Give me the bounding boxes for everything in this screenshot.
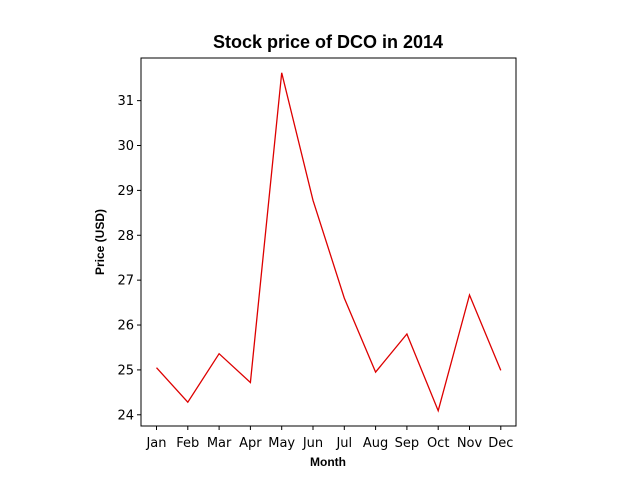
x-tick-label: Mar bbox=[207, 436, 232, 451]
x-tick-label: Jun bbox=[302, 436, 323, 451]
x-tick-label: Oct bbox=[427, 436, 449, 451]
series-line bbox=[156, 72, 502, 413]
x-axis-label: Month bbox=[310, 455, 346, 469]
y-axis-label: Price (USD) bbox=[93, 209, 107, 275]
x-tick-label: Jan bbox=[145, 436, 166, 451]
series-group bbox=[156, 72, 502, 413]
x-tick-label: Feb bbox=[176, 436, 199, 451]
y-tick-label: 25 bbox=[117, 363, 134, 378]
y-tick-label: 26 bbox=[117, 319, 134, 334]
y-tick-label: 31 bbox=[117, 94, 134, 109]
chart-title: Stock price of DCO in 2014 bbox=[213, 32, 443, 52]
x-tick-label: Nov bbox=[457, 436, 483, 451]
y-tick-label: 24 bbox=[117, 408, 134, 423]
y-tick-label: 28 bbox=[117, 229, 134, 244]
x-tick-label: Aug bbox=[363, 436, 388, 451]
x-tick-label: Apr bbox=[239, 436, 262, 451]
y-axis: 24 25 26 27 28 29 30 31 bbox=[117, 94, 141, 423]
x-tick-label: Dec bbox=[488, 436, 513, 451]
x-axis: Jan Feb Mar Apr May Jun Jul Aug Sep Oct Nov Dec bbox=[145, 426, 513, 451]
x-tick-label: May bbox=[268, 436, 295, 451]
plot-area-frame bbox=[140, 57, 517, 427]
y-tick-label: 30 bbox=[117, 139, 134, 154]
x-tick-label: Sep bbox=[395, 436, 420, 451]
y-tick-label: 27 bbox=[117, 274, 134, 289]
x-tick-label: Jul bbox=[335, 436, 352, 451]
y-tick-label: 29 bbox=[117, 184, 134, 199]
